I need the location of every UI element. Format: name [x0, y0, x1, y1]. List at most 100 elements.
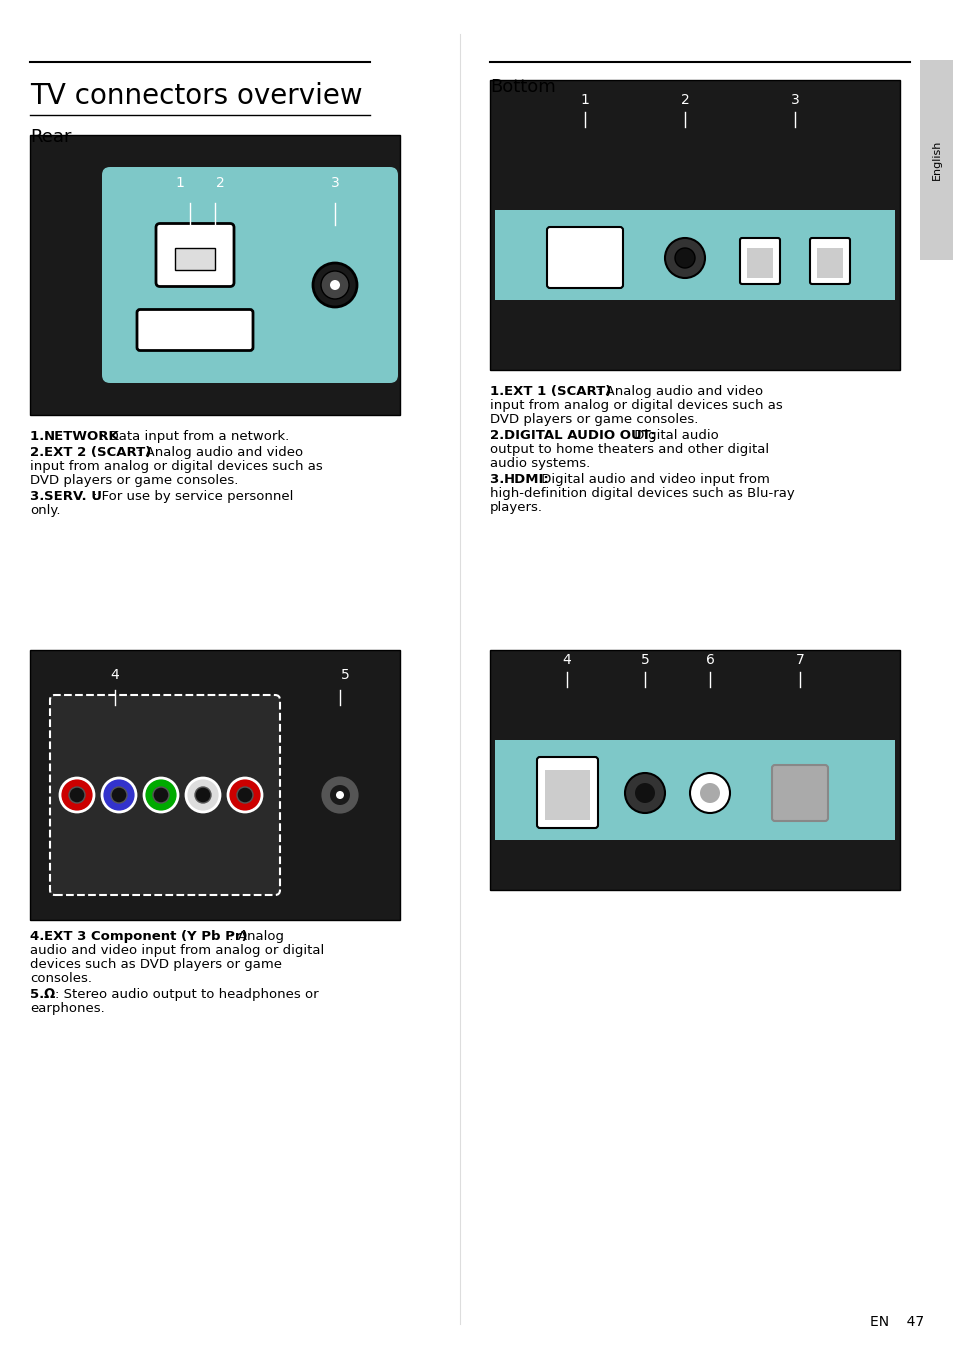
Text: NETWORK: NETWORK [44, 431, 120, 443]
Text: English: English [931, 139, 941, 180]
Bar [495, 210, 894, 301]
Text: Digital audio: Digital audio [629, 429, 718, 441]
Text: : Data input from a network.: : Data input from a network. [100, 431, 289, 443]
FancyBboxPatch shape [156, 223, 233, 287]
Text: only.: only. [30, 504, 60, 517]
Text: audio systems.: audio systems. [490, 458, 590, 470]
Text: DVD players or game consoles.: DVD players or game consoles. [490, 413, 698, 427]
FancyBboxPatch shape [771, 765, 827, 821]
Text: consoles.: consoles. [30, 972, 91, 984]
FancyBboxPatch shape [816, 248, 842, 278]
Text: earphones.: earphones. [30, 1002, 105, 1016]
Text: 3.: 3. [490, 473, 509, 486]
Text: 4: 4 [111, 668, 119, 682]
Circle shape [335, 791, 344, 799]
Text: 3.: 3. [30, 490, 49, 502]
Circle shape [69, 787, 85, 803]
FancyBboxPatch shape [746, 248, 772, 278]
Circle shape [689, 773, 729, 812]
FancyBboxPatch shape [102, 167, 397, 383]
Bar [174, 248, 214, 269]
Text: 1: 1 [580, 93, 589, 107]
Circle shape [313, 263, 356, 307]
Circle shape [236, 787, 253, 803]
Text: HDMI:: HDMI: [503, 473, 549, 486]
Circle shape [335, 791, 344, 799]
Circle shape [144, 779, 178, 812]
Text: Bottom: Bottom [490, 79, 556, 96]
Text: Rear: Rear [30, 129, 71, 146]
Circle shape [330, 785, 350, 806]
Bar [30, 135, 399, 414]
Text: SERV. U: SERV. U [44, 490, 102, 502]
Circle shape [664, 238, 704, 278]
Text: Digital audio and video input from: Digital audio and video input from [537, 473, 769, 486]
Text: EN    47: EN 47 [869, 1315, 923, 1330]
Text: 3: 3 [790, 93, 799, 107]
Text: 4: 4 [562, 653, 571, 668]
Bar [490, 80, 899, 370]
Text: output to home theaters and other digital: output to home theaters and other digita… [490, 443, 768, 456]
Circle shape [330, 785, 350, 806]
Circle shape [111, 787, 127, 803]
Text: EXT 2 (SCART): EXT 2 (SCART) [44, 445, 152, 459]
Text: input from analog or digital devices such as: input from analog or digital devices suc… [30, 460, 322, 473]
Text: DVD players or game consoles.: DVD players or game consoles. [30, 474, 238, 487]
Text: 4.: 4. [30, 930, 49, 942]
Text: EXT 3 Component (Y Pb Pr): EXT 3 Component (Y Pb Pr) [44, 930, 248, 942]
Bar [280, 691, 390, 900]
Text: : Stereo audio output to headphones or: : Stereo audio output to headphones or [55, 988, 318, 1001]
Circle shape [152, 787, 169, 803]
Circle shape [624, 773, 664, 812]
Circle shape [320, 271, 349, 299]
Text: : Analog audio and video: : Analog audio and video [137, 445, 303, 459]
Circle shape [675, 248, 695, 268]
Text: 2.: 2. [30, 445, 49, 459]
Text: 6: 6 [705, 653, 714, 668]
Text: 1: 1 [175, 176, 184, 190]
Text: : Analog audio and video: : Analog audio and video [597, 385, 762, 398]
Text: 2.: 2. [490, 429, 508, 441]
FancyBboxPatch shape [740, 238, 780, 284]
Text: : Analog: : Analog [225, 930, 284, 942]
Circle shape [319, 774, 359, 815]
Text: 3: 3 [331, 176, 339, 190]
FancyBboxPatch shape [544, 770, 589, 821]
FancyBboxPatch shape [50, 695, 280, 895]
Text: 5: 5 [340, 668, 349, 682]
FancyBboxPatch shape [809, 238, 849, 284]
Text: 7: 7 [795, 653, 803, 668]
Circle shape [228, 779, 262, 812]
Circle shape [60, 779, 94, 812]
Text: : For use by service personnel: : For use by service personnel [92, 490, 294, 502]
FancyBboxPatch shape [137, 310, 253, 351]
FancyBboxPatch shape [919, 60, 953, 260]
Text: input from analog or digital devices such as: input from analog or digital devices suc… [490, 399, 781, 412]
Text: 5: 5 [640, 653, 649, 668]
Text: 5.: 5. [30, 988, 49, 1001]
Circle shape [330, 280, 339, 290]
Circle shape [635, 783, 655, 803]
Text: TV connectors overview: TV connectors overview [30, 83, 362, 110]
Bar [495, 741, 894, 839]
Text: Ω: Ω [44, 988, 55, 1001]
Circle shape [700, 783, 720, 803]
Text: audio and video input from analog or digital: audio and video input from analog or dig… [30, 944, 324, 957]
Text: 1.: 1. [30, 431, 49, 443]
Circle shape [319, 774, 359, 815]
Circle shape [186, 779, 220, 812]
Bar [490, 650, 899, 890]
Text: DIGITAL AUDIO OUT:: DIGITAL AUDIO OUT: [503, 429, 655, 441]
FancyBboxPatch shape [546, 227, 622, 288]
Text: 2: 2 [215, 176, 224, 190]
FancyBboxPatch shape [537, 757, 598, 829]
Bar [30, 650, 399, 919]
Text: 1.: 1. [490, 385, 508, 398]
Circle shape [102, 779, 136, 812]
Text: high-definition digital devices such as Blu-ray: high-definition digital devices such as … [490, 487, 794, 500]
Text: players.: players. [490, 501, 542, 515]
Circle shape [194, 787, 211, 803]
Text: EXT 1 (SCART): EXT 1 (SCART) [503, 385, 611, 398]
Text: 2: 2 [679, 93, 689, 107]
Text: devices such as DVD players or game: devices such as DVD players or game [30, 959, 282, 971]
